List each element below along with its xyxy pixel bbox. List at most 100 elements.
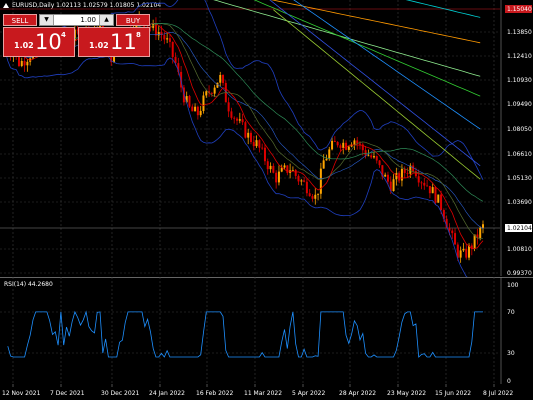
candle-body bbox=[163, 35, 166, 40]
price-axis-label: 1.12410 bbox=[507, 53, 532, 60]
long-ma-line bbox=[405, 0, 481, 18]
sell-quote-fraction: 4 bbox=[61, 31, 66, 39]
rsi-level-label: 100 bbox=[507, 282, 519, 289]
candle-body bbox=[263, 147, 266, 162]
candle-body bbox=[160, 32, 163, 36]
candle-body bbox=[479, 227, 482, 238]
candle-body bbox=[277, 171, 280, 183]
long-ma-line bbox=[270, 0, 481, 44]
candle-body bbox=[297, 175, 300, 182]
rsi-panel[interactable]: 100 70 30 0 RSI(14) 44.2680 bbox=[0, 277, 533, 384]
candle-body bbox=[185, 96, 188, 103]
lot-increase-icon[interactable]: ▲ bbox=[99, 15, 113, 25]
candle-body bbox=[210, 92, 213, 94]
candle-body bbox=[322, 160, 325, 169]
time-axis-label: 30 Dec 2021 bbox=[101, 390, 140, 397]
candle-body bbox=[356, 140, 359, 144]
candle-body bbox=[171, 41, 174, 57]
candle-body bbox=[303, 180, 306, 182]
sell-quote-prefix: 1.02 bbox=[14, 41, 34, 50]
candle-body bbox=[252, 142, 255, 147]
candle-body bbox=[423, 182, 426, 186]
rsi-label: RSI(14) 44.2680 bbox=[4, 281, 53, 288]
candle-body bbox=[244, 122, 247, 138]
candle-body bbox=[191, 106, 194, 112]
candle-body bbox=[283, 165, 286, 168]
price-axis-label: 0.99370 bbox=[507, 270, 532, 277]
buy-button[interactable]: BUY bbox=[116, 14, 150, 26]
candle-body bbox=[398, 173, 401, 181]
candle-body bbox=[468, 245, 471, 258]
candle-body bbox=[230, 111, 233, 118]
candle-body bbox=[476, 234, 479, 238]
price-axis-label: 1.08050 bbox=[507, 126, 532, 133]
candle-body bbox=[350, 144, 353, 147]
buy-quote-button[interactable]: 1.02 11 8 bbox=[78, 27, 150, 57]
price-axis-label: 1.13850 bbox=[507, 29, 532, 36]
candle-body bbox=[378, 160, 381, 166]
sell-button[interactable]: SELL bbox=[3, 14, 37, 26]
candle-body bbox=[199, 110, 202, 116]
candle-body bbox=[275, 172, 278, 183]
lot-size-input[interactable]: 1.00 bbox=[80, 16, 96, 24]
price-chart-panel[interactable]: 1.15040 1.13850 1.12410 1.10930 1.09490 1.080… bbox=[0, 0, 533, 277]
sell-quote-pips: 10 bbox=[35, 30, 62, 54]
candle-body bbox=[331, 140, 334, 150]
candle-body bbox=[17, 56, 20, 67]
candle-body bbox=[154, 23, 157, 36]
candle-body bbox=[389, 181, 392, 192]
candle-body bbox=[194, 106, 197, 112]
candle-body bbox=[364, 150, 367, 156]
candle-body bbox=[291, 170, 294, 171]
candle-body bbox=[470, 245, 473, 250]
rsi-chart[interactable]: 100 70 30 0 bbox=[0, 277, 533, 384]
candle-body bbox=[76, 29, 79, 31]
candle-body bbox=[227, 102, 230, 112]
price-chart[interactable]: 1.15040 1.13850 1.12410 1.10930 1.09490 1.080… bbox=[0, 0, 533, 277]
candle-body bbox=[437, 194, 440, 203]
candle-body bbox=[431, 187, 434, 194]
candle-body bbox=[20, 60, 23, 67]
candle-body bbox=[222, 74, 225, 84]
candle-body bbox=[305, 181, 308, 194]
candle-body bbox=[205, 91, 208, 96]
candle-body bbox=[442, 210, 445, 219]
candle-body bbox=[400, 168, 403, 181]
candle-body bbox=[328, 149, 331, 159]
candle-body bbox=[196, 106, 199, 116]
long-ma-line bbox=[269, 0, 481, 167]
candle-body bbox=[454, 233, 457, 245]
candle-body bbox=[325, 158, 328, 161]
rsi-line bbox=[7, 310, 483, 358]
candle-body bbox=[445, 218, 448, 229]
candle-body bbox=[146, 25, 149, 27]
candle-body bbox=[462, 248, 465, 251]
price-axis-label: 1.09490 bbox=[507, 101, 532, 108]
long-ma-line bbox=[253, 0, 481, 97]
candle-body bbox=[417, 176, 420, 183]
candle-body bbox=[345, 142, 348, 150]
sell-quote-button[interactable]: 1.02 10 4 bbox=[3, 27, 75, 57]
time-axis-label: 16 Feb 2022 bbox=[196, 390, 234, 397]
lot-size-stepper[interactable]: ▼ 1.00 ▲ bbox=[39, 14, 114, 26]
candle-body bbox=[286, 165, 289, 173]
candle-body bbox=[456, 244, 459, 258]
candle-body bbox=[395, 173, 398, 180]
candle-body bbox=[434, 187, 437, 203]
candle-body bbox=[409, 165, 412, 174]
candle-body bbox=[308, 193, 311, 197]
candle-body bbox=[166, 38, 169, 40]
candle-body bbox=[157, 32, 160, 36]
chart-menu-icon[interactable] bbox=[3, 3, 9, 8]
candle-body bbox=[451, 230, 454, 234]
candle-body bbox=[311, 196, 314, 199]
long-ma-line bbox=[213, 0, 481, 77]
rsi-level-label: 70 bbox=[507, 309, 515, 316]
candle-body bbox=[420, 182, 423, 184]
lot-decrease-icon[interactable]: ▼ bbox=[40, 15, 54, 25]
candle-body bbox=[289, 170, 292, 173]
candle-body bbox=[370, 155, 373, 158]
candle-body bbox=[367, 155, 370, 157]
candle-body bbox=[168, 38, 171, 42]
candle-body bbox=[238, 119, 241, 121]
